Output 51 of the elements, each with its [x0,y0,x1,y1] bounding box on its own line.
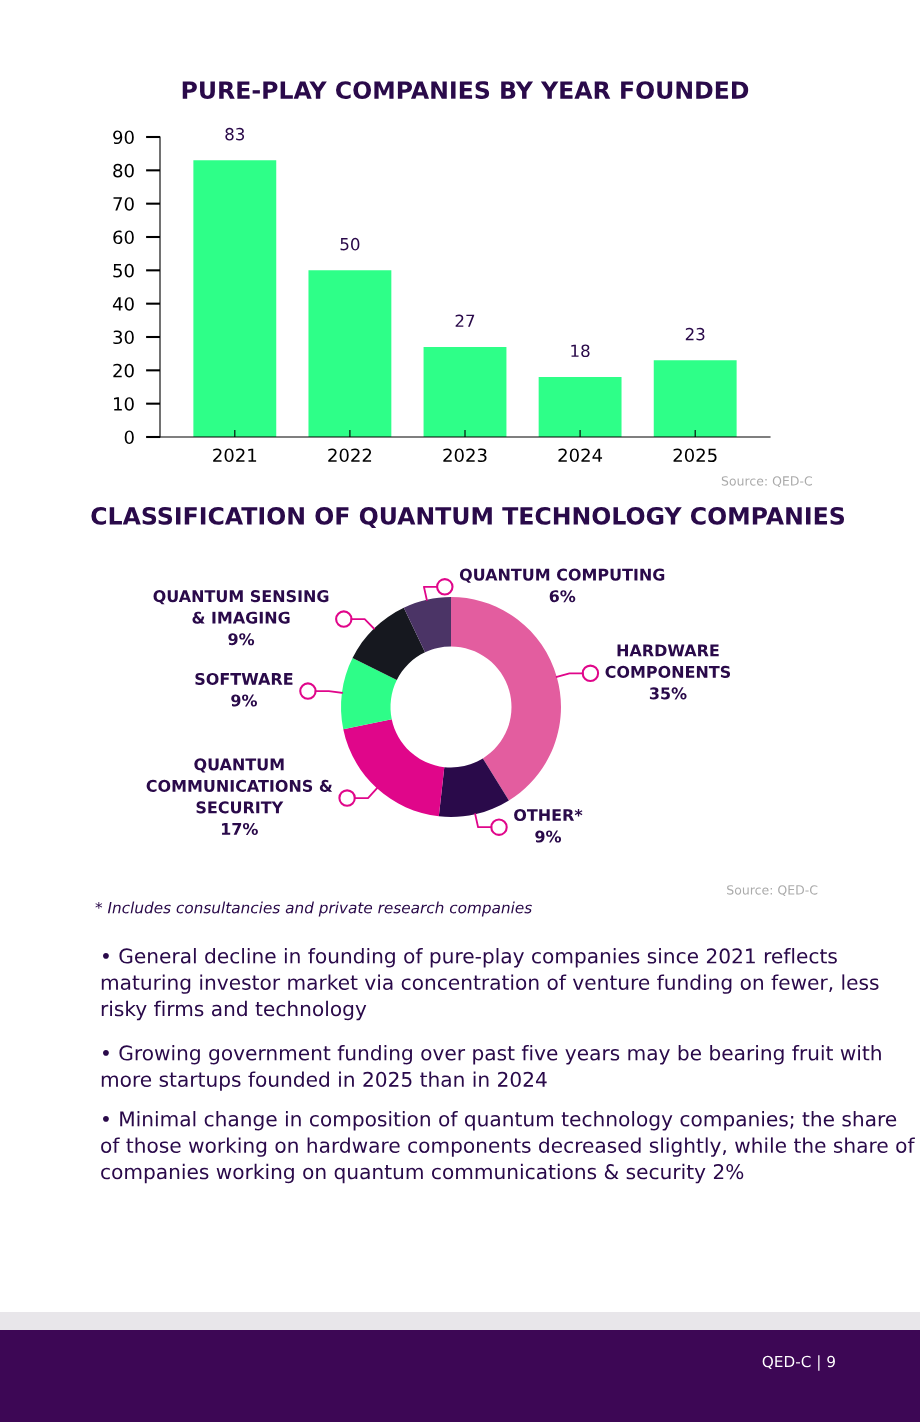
donut-slice [438,758,509,817]
source-note: Source: QED-C [721,476,813,488]
y-tick-label: 90 [113,130,134,145]
slice-label: QUANTUM SENSING & IMAGING [153,590,329,624]
chart-title: PURE-PLAY COMPANIES BY YEAR FOUNDED [182,81,749,99]
x-tick-label: 2025 [673,448,717,463]
data-label: 18 [571,344,590,358]
x-tick-label: 2024 [558,448,603,463]
data-label: 23 [685,327,705,341]
slice-label: QUANTUM COMPUTING [459,568,665,583]
text: QED-C | 9 [762,1355,835,1371]
slice-label: SOFTWARE [195,672,293,685]
slice-label: OTHER* [514,808,583,822]
text: • General decline in founding of pure-play companies since 2021 reflects maturing investor market via concentration of venture funding on fewer, less risky firms and technology [101,948,879,1021]
y-tick-label: 80 [113,163,134,178]
bar [423,347,507,437]
y-tick-label: 30 [113,330,134,345]
data-label: 35% [649,687,687,700]
source-note: Source: QED-C [727,885,818,897]
donut-slice [403,597,451,653]
slice-label: HARDWARE COMPONENTS [605,644,731,678]
data-label: 9% [228,633,255,646]
text: • Minimal change in composition of quantum technology companies; the share of those working on hardware components decreased slightly, while the share of companies working on quantum communications & security 2% [101,1111,915,1184]
bar [308,270,392,437]
slice-label: QUANTUM COMMUNICATIONS & SECURITY [146,758,333,814]
text: * Includes consultancies and private research companies [95,901,532,917]
x-tick-label: 2023 [443,448,487,463]
chart-title: CLASSIFICATION OF QUANTUM TECHNOLOGY COMPANIES [91,506,845,528]
y-tick-label: 50 [113,263,134,278]
y-tick-label: 10 [114,397,134,411]
y-tick-label: 60 [113,230,134,245]
bar [653,360,737,437]
donut-slice [352,607,426,681]
x-tick-label: 2022 [328,448,372,463]
donut-slice [343,719,445,817]
data-label: 50 [340,237,360,251]
y-tick-label: 70 [113,197,134,211]
data-label: 83 [225,127,245,141]
data-label: 27 [455,314,475,327]
data-label: 9% [231,694,257,707]
x-tick-label: 2021 [213,448,257,463]
data-label: 9% [535,830,562,843]
donut-slice [341,657,397,730]
y-tick-label: 20 [113,363,134,378]
data-label: 6% [549,590,576,603]
y-tick-label: 0 [124,430,134,445]
bar [193,160,277,437]
data-label: 17% [221,822,258,835]
bar [538,377,622,437]
y-tick-label: 40 [112,297,134,311]
text: • Growing government funding over past five years may be bearing fruit with more startups founded in 2025 than in 2024 [101,1045,881,1091]
